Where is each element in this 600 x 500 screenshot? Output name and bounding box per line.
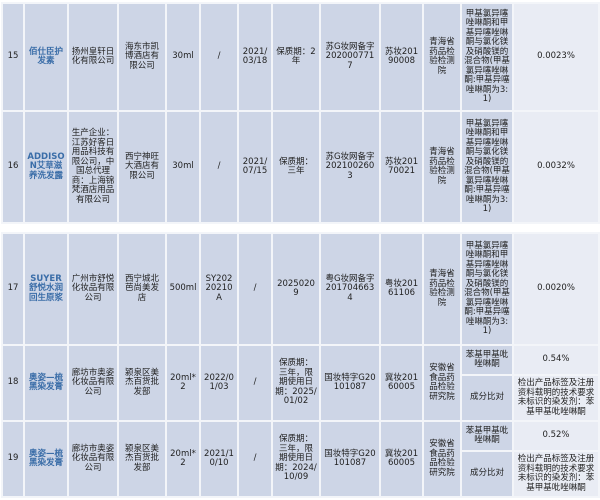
- table-row: 15 佰仕臣护发素 扬州皇轩日化有限公司 海东市凯博酒店有限公司 30ml / …: [1, 2, 600, 112]
- batch-number: SY20220210A: [199, 232, 239, 346]
- testing-agency: 安徽省食品药品检验研究院: [422, 420, 462, 498]
- sampled-seller: 西宁城北芭尚美发店: [117, 232, 167, 346]
- table-row: 18 奥姿—梳黑染发膏 廊坊市奥姿化妆品有限公司 颍泉区美杰百货批发部 20ml…: [1, 344, 600, 422]
- row-number: 19: [1, 420, 25, 498]
- production-date: 2021/03/18: [237, 2, 273, 112]
- specification: 30ml: [165, 110, 201, 224]
- manufacturer: 广州市舒悦化妆品有限公司: [67, 232, 119, 346]
- product-name-link[interactable]: ADDISON艾草滋养洗发露: [23, 110, 69, 224]
- approval-number: 国妆特字G20101087: [319, 344, 381, 422]
- detected-ingredient: 甲基氯异噻唑啉酮和甲基异噻唑啉酮与氯化镁及硝酸镁的混合物(甲基氯异噻唑啉酮:甲基…: [460, 2, 514, 112]
- manufacturer: 生产企业：江苏好客日用品科技有限公司，中国总代理商：上海锦梵酒店用品有限公司: [67, 110, 119, 224]
- comparison-label: 成分比对: [460, 450, 514, 498]
- batch-results-table-section-2: 17 SUYER 舒悦水润回生原浆 广州市舒悦化妆品有限公司 西宁城北芭尚美发店…: [1, 232, 600, 498]
- marking-number: 冀妆20160005: [379, 344, 424, 422]
- result-value: 0.52%: [512, 420, 600, 452]
- production-date: /: [237, 344, 273, 422]
- detected-ingredient: 甲基氯异噻唑啉酮和甲基异噻唑啉酮与氯化镁及硝酸镁的混合物(甲基氯异噻唑啉酮:甲基…: [460, 110, 514, 224]
- table-row: 19 奥姿—梳黑染发膏 廊坊市奥姿化妆品有限公司 颍泉区美杰百货批发部 20ml…: [1, 420, 600, 498]
- approval-number: 苏G妆网备字2021002603: [319, 110, 381, 224]
- marking-number: 粤妆20161106: [379, 232, 424, 346]
- shelf-life: 保质期：三年，限期使用日期：2025/01/02: [271, 344, 321, 422]
- shelf-life: 保质期：三年，限期使用日期：2024/10/09: [271, 420, 321, 498]
- production-date: 2021/07/15: [237, 110, 273, 224]
- table-row: 17 SUYER 舒悦水润回生原浆 广州市舒悦化妆品有限公司 西宁城北芭尚美发店…: [1, 232, 600, 346]
- approval-number: 国妆特字G20101087: [319, 420, 381, 498]
- specification: 20ml*2: [165, 344, 201, 422]
- product-name-link[interactable]: 佰仕臣护发素: [23, 2, 69, 112]
- manufacturer: 廊坊市奥姿化妆品有限公司: [67, 420, 119, 498]
- table-sub-row: 成分比对 检出产品标签及注册资料载明的技术要求未标识的染发剂：苯基甲基吡唑啉酮: [2, 374, 600, 422]
- comparison-note: 检出产品标签及注册资料载明的技术要求未标识的染发剂：苯基甲基吡唑啉酮: [512, 374, 600, 422]
- shelf-life: 保质期：2年: [271, 2, 321, 112]
- testing-agency: 青海省药品检验检测院: [422, 2, 462, 112]
- batch-number: 2021/10/10: [199, 420, 239, 498]
- sampled-seller: 颍泉区美杰百货批发部: [117, 344, 167, 422]
- testing-agency: 青海省药品检验检测院: [422, 232, 462, 346]
- production-date: /: [237, 232, 273, 346]
- testing-agency: 安徽省食品药品检验研究院: [422, 344, 462, 422]
- result-value: 0.0020%: [512, 232, 600, 346]
- result-value: 0.0023%: [512, 2, 600, 112]
- row-number: 18: [1, 344, 25, 422]
- batch-number: /: [199, 2, 239, 112]
- sampled-seller: 西宁神旺大酒店有限公司: [117, 110, 167, 224]
- product-name-link[interactable]: 奥姿—梳黑染发膏: [23, 420, 69, 498]
- comparison-note: 检出产品标签及注册资料载明的技术要求未标识的染发剂：苯基甲基吡唑啉酮: [512, 450, 600, 498]
- product-name-link[interactable]: 奥姿—梳黑染发膏: [23, 344, 69, 422]
- production-date: /: [237, 420, 273, 498]
- batch-number: /: [199, 110, 239, 224]
- specification: 30ml: [165, 2, 201, 112]
- row-number: 15: [1, 2, 25, 112]
- marking-number: 冀妆20160005: [379, 420, 424, 498]
- manufacturer: 扬州皇轩日化有限公司: [67, 2, 119, 112]
- batch-results-table-section-1: 15 佰仕臣护发素 扬州皇轩日化有限公司 海东市凯博酒店有限公司 30ml / …: [1, 2, 600, 224]
- marking-number: 苏妆20170021: [379, 110, 424, 224]
- testing-agency: 青海省药品检验检测院: [422, 110, 462, 224]
- specification: 500ml: [165, 232, 201, 346]
- specification: 20ml*2: [165, 420, 201, 498]
- batch-number: 2022/01/03: [199, 344, 239, 422]
- row-number: 17: [1, 232, 25, 346]
- detected-ingredient: 甲基氯异噻唑啉酮和甲基异噻唑啉酮与氯化镁及硝酸镁的混合物(甲基氯异噻唑啉酮:甲基…: [460, 232, 514, 346]
- product-name-link[interactable]: SUYER 舒悦水润回生原浆: [23, 232, 69, 346]
- sampled-seller: 海东市凯博酒店有限公司: [117, 2, 167, 112]
- result-value: 0.0032%: [512, 110, 600, 224]
- detected-ingredient: 苯基甲基吡唑啉酮: [460, 420, 514, 452]
- table-sub-row: 成分比对 检出产品标签及注册资料载明的技术要求未标识的染发剂：苯基甲基吡唑啉酮: [2, 450, 600, 498]
- table-row: 16 ADDISON艾草滋养洗发露 生产企业：江苏好客日用品科技有限公司，中国总…: [1, 110, 600, 224]
- sampled-seller: 颍泉区美杰百货批发部: [117, 420, 167, 498]
- detected-ingredient: 苯基甲基吡唑啉酮: [460, 344, 514, 376]
- approval-number: 苏G妆网备字2020007717: [319, 2, 381, 112]
- section-divider: [1, 224, 600, 232]
- comparison-label: 成分比对: [460, 374, 514, 422]
- shelf-life: 20250209: [271, 232, 321, 346]
- shelf-life: 保质期：三年: [271, 110, 321, 224]
- result-value: 0.54%: [512, 344, 600, 376]
- manufacturer: 廊坊市奥姿化妆品有限公司: [67, 344, 119, 422]
- approval-number: 粤G妆网备字2017046634: [319, 232, 381, 346]
- marking-number: 苏妆20190008: [379, 2, 424, 112]
- row-number: 16: [1, 110, 25, 224]
